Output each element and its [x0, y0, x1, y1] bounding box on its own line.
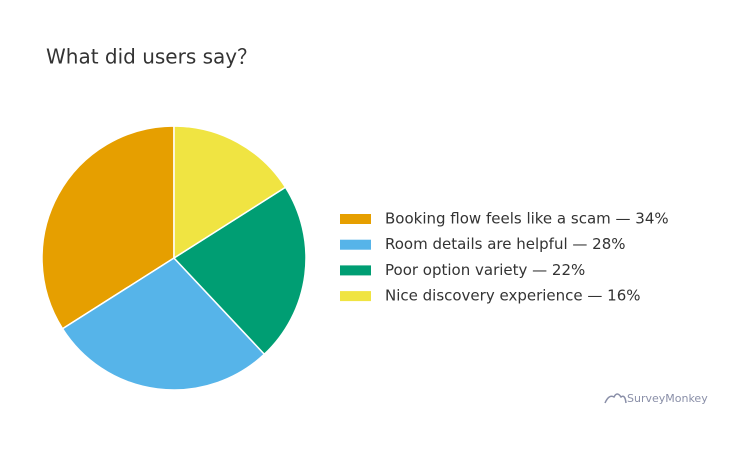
legend-swatch [340, 239, 371, 250]
pie-slice [173, 125, 287, 260]
chart-title: What did users say？ [46, 45, 257, 69]
legend-swatch [340, 265, 371, 276]
watermark-text: SurveyMonkey [627, 392, 708, 405]
watermark-logo [604, 393, 627, 404]
legend-label: Poor option variety — 22% [385, 261, 585, 279]
legend-swatch [340, 291, 371, 302]
watermark: SurveyMonkey [604, 392, 708, 405]
pie-slice [41, 125, 175, 330]
legend-label: Nice discovery experience — 16% [385, 287, 641, 305]
legend-label: Booking flow feels like a scam — 34% [385, 210, 669, 228]
pie-slice [172, 186, 307, 356]
legend-label: Room details are helpful — 28% [385, 235, 626, 253]
pie-slice [61, 257, 266, 391]
legend-swatch [340, 214, 371, 224]
